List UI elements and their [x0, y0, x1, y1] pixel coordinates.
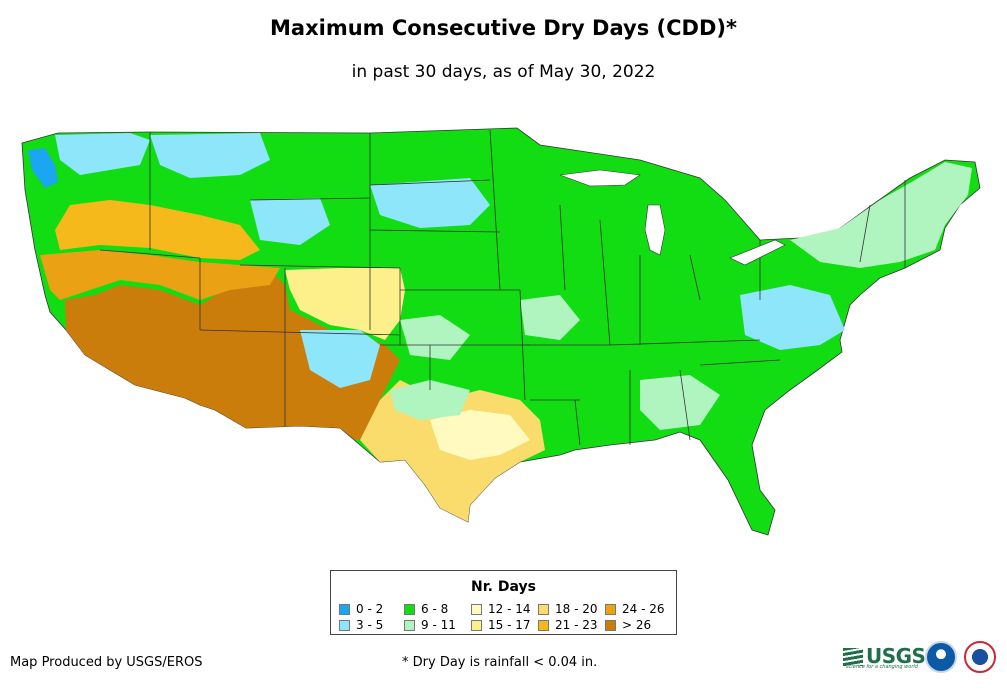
legend-label: 21 - 23	[555, 618, 598, 632]
legend-swatch	[605, 620, 616, 631]
lake-superior	[559, 169, 641, 187]
missouri-moderate	[520, 295, 580, 340]
usgs-stripes-icon	[843, 648, 863, 666]
state-borders	[99, 129, 906, 446]
legend-swatch	[404, 604, 415, 615]
plains-yellow	[285, 268, 405, 340]
map-subtitle: in past 30 days, as of May 30, 2022	[351, 62, 656, 82]
legend: Nr. Days 0 - 2 3 - 5 6 - 8 9 - 11 12 - 1…	[330, 570, 677, 635]
usgs-logo: USGS	[843, 644, 926, 668]
legend-item: 6 - 8	[404, 602, 448, 616]
legend-label: 0 - 2	[356, 602, 384, 616]
legend-item: > 26	[605, 618, 651, 632]
legend-label: > 26	[622, 618, 652, 632]
legend-label: 24 - 26	[622, 602, 665, 616]
legend-label: 18 - 20	[555, 602, 598, 616]
legend-item: 18 - 20	[538, 602, 598, 616]
legend-swatch	[471, 620, 482, 631]
great-basin-orange	[40, 250, 280, 300]
legend-item: 3 - 5	[339, 618, 383, 632]
legend-label: 3 - 5	[356, 618, 384, 632]
legend-title: Nr. Days	[471, 579, 536, 595]
legend-swatch	[339, 620, 350, 631]
legend-label: 15 - 17	[488, 618, 531, 632]
legend-item: 9 - 11	[404, 618, 456, 632]
dakota-wet	[370, 178, 490, 228]
legend-item: 24 - 26	[605, 602, 665, 616]
southeast-moderate	[640, 375, 720, 430]
legend-item: 15 - 17	[471, 618, 531, 632]
colorado-wet	[300, 330, 380, 388]
legend-item: 21 - 23	[538, 618, 598, 632]
conus-map	[21, 127, 981, 536]
lake-michigan	[644, 204, 666, 256]
legend-label: 6 - 8	[421, 602, 449, 616]
usgs-tagline: science for a changing world	[846, 664, 918, 670]
nw-orange-band	[55, 200, 260, 260]
northeast-moderate	[790, 162, 972, 268]
legend-label: 9 - 11	[421, 618, 456, 632]
midatlantic-wet	[740, 285, 845, 350]
usgs-logo-text: USGS	[866, 644, 926, 668]
lake-erie	[729, 239, 786, 266]
legend-item: 0 - 2	[339, 602, 383, 616]
montana-wet	[150, 133, 270, 178]
map-credit: Map Produced by USGS/EROS	[10, 655, 203, 670]
pacific-blue	[28, 148, 58, 188]
legend-swatch	[538, 604, 549, 615]
nws-logo-icon	[964, 641, 996, 673]
legend-swatch	[538, 620, 549, 631]
texas-light	[430, 410, 530, 460]
legend-swatch	[404, 620, 415, 631]
legend-swatch	[339, 604, 350, 615]
legend-swatch	[605, 604, 616, 615]
legend-swatch	[471, 604, 482, 615]
map-title: Maximum Consecutive Dry Days (CDD)*	[270, 16, 737, 40]
dry-day-note: * Dry Day is rainfall < 0.04 in.	[402, 655, 598, 670]
noaa-logo-icon	[925, 641, 957, 673]
oklahoma-moderate	[390, 380, 470, 420]
northwest-wet	[55, 133, 150, 175]
wyoming-wet	[250, 198, 330, 245]
southwest-dry-zone	[65, 270, 400, 440]
legend-item: 12 - 14	[471, 602, 531, 616]
kansas-moderate	[400, 315, 470, 360]
legend-label: 12 - 14	[488, 602, 531, 616]
